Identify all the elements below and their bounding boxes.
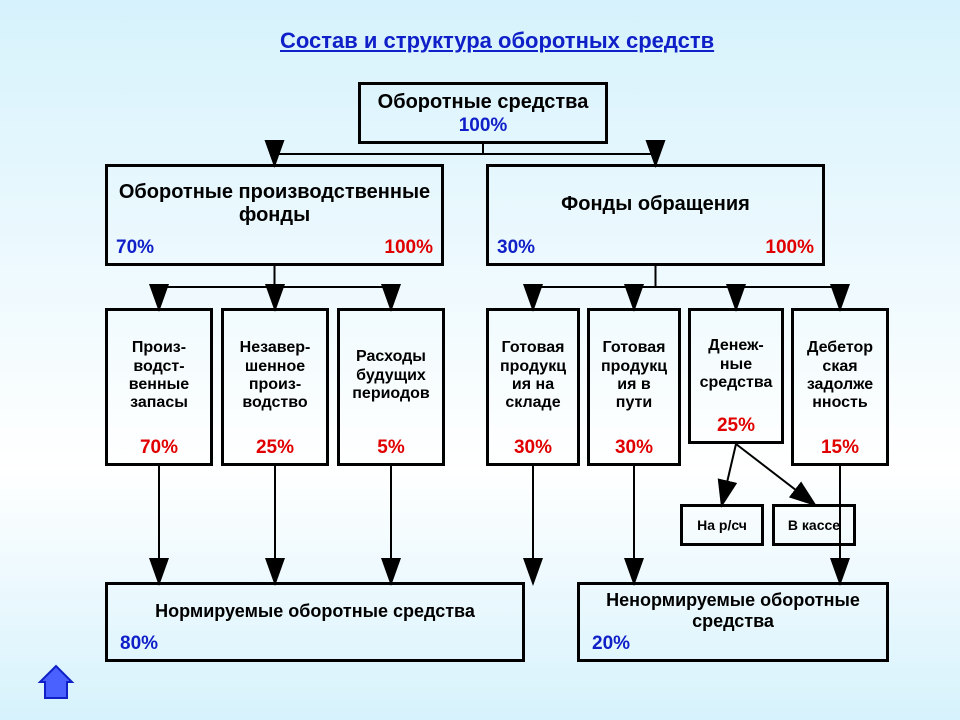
- node-label: Готовая продукц ия на складе: [500, 339, 566, 413]
- node-pct-right: 100%: [765, 237, 814, 259]
- node-label: Нормируемые оборотные средства: [155, 601, 475, 622]
- node-label: Незавер- шенное произ- водство: [240, 339, 311, 413]
- node-pct: 100%: [361, 115, 605, 137]
- node-label: Денеж- ные средства: [700, 337, 773, 392]
- node-label: Оборотные производственные фонды: [110, 181, 439, 227]
- node-label: Готовая продукц ия в пути: [601, 339, 667, 413]
- node-label: Оборотные средства: [378, 91, 589, 114]
- node-pct-left: 70%: [116, 237, 154, 259]
- node-label: Расходы будущих периодов: [352, 348, 430, 403]
- node-pct: 25%: [224, 437, 326, 459]
- node-pct-bl: 20%: [592, 633, 630, 655]
- node-c5: Готовая продукц ия в пути 30%: [587, 308, 681, 466]
- node-root: Оборотные средства100%: [358, 82, 608, 144]
- node-left2: Оборотные производственные фонды 70% 100%: [105, 164, 444, 266]
- node-pct-right: 100%: [384, 237, 433, 259]
- node-c2: Незавер- шенное произ- водство 25%: [221, 308, 329, 466]
- node-c1: Произ- водст- венные запасы 70%: [105, 308, 213, 466]
- node-label: Ненормируемые оборотные средства: [582, 590, 884, 631]
- node-pct-row: 30% 100%: [497, 237, 814, 259]
- node-pct-left: 30%: [497, 237, 535, 259]
- node-pct: 30%: [590, 437, 678, 459]
- home-icon: [40, 666, 72, 698]
- node-label: Произ- водст- венные запасы: [129, 339, 189, 413]
- node-pct: 25%: [691, 415, 781, 437]
- node-b2: Ненормируемые оборотные средства20%: [577, 582, 889, 662]
- diagram-title: Состав и структура оборотных средств: [280, 28, 714, 54]
- node-c4: Готовая продукц ия на складе 30%: [486, 308, 580, 466]
- node-pct: 30%: [489, 437, 577, 459]
- node-s1: На р/сч: [680, 504, 764, 546]
- node-c6: Денеж- ные средства 25%: [688, 308, 784, 444]
- node-right2: Фонды обращения 30% 100%: [486, 164, 825, 266]
- node-s2: В кассе: [772, 504, 856, 546]
- node-pct: 15%: [794, 437, 886, 459]
- node-pct: 5%: [340, 437, 442, 459]
- node-label: На р/сч: [697, 517, 747, 533]
- node-label: Фонды обращения: [561, 193, 750, 216]
- node-b1: Нормируемые оборотные средства 80%: [105, 582, 525, 662]
- node-c7: Дебетор ская задолже нность 15%: [791, 308, 889, 466]
- home-button[interactable]: [34, 660, 78, 704]
- node-c3: Расходы будущих периодов 5%: [337, 308, 445, 466]
- node-pct: 70%: [108, 437, 210, 459]
- node-label: В кассе: [788, 517, 840, 533]
- node-label: Дебетор ская задолже нность: [807, 339, 873, 413]
- node-pct-bl: 80%: [120, 633, 158, 655]
- edge: [722, 444, 736, 504]
- node-pct-row: 70% 100%: [116, 237, 433, 259]
